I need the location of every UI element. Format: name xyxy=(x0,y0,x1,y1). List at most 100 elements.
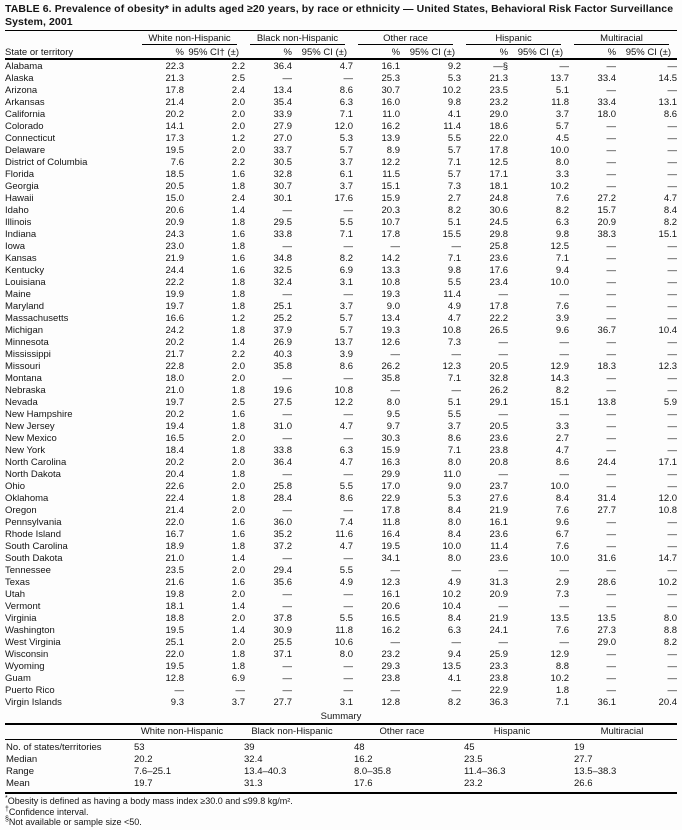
pct-value: 9.0 xyxy=(386,300,401,312)
ci-value: 2.0 xyxy=(231,372,245,384)
summary-value: 19 xyxy=(574,742,585,753)
ci-value: — xyxy=(667,468,678,480)
ci-value: 5.5 xyxy=(339,612,354,624)
state-cell: Pennsylvania xyxy=(5,516,62,528)
state-cell: Missouri xyxy=(5,360,41,372)
pct-value: 23.4 xyxy=(489,276,509,288)
pct-value: — xyxy=(606,84,617,96)
pct-value: 13.4 xyxy=(381,312,401,324)
pct-value: 19.5 xyxy=(165,144,185,156)
ci-value: — xyxy=(667,660,678,672)
ci-value: 8.4 xyxy=(447,504,462,516)
pct-value: — xyxy=(606,60,617,72)
ci-value: — xyxy=(343,672,354,684)
pct-value: 18.4 xyxy=(165,444,185,456)
ci-value: 10.0 xyxy=(550,552,570,564)
table-row: Pennsylvania 22.0 1.6 36.0 7.4 11.8 8.0 16.1 9.6… xyxy=(5,517,677,529)
pct-value: 18.9 xyxy=(165,540,185,552)
pct-value: 19.7 xyxy=(165,396,185,408)
pct-value: 21.9 xyxy=(489,504,509,516)
pct-value: — xyxy=(282,240,293,252)
summary-value: 7.6–25.1 xyxy=(134,766,171,777)
pct-value: 19.6 xyxy=(273,384,293,396)
pct-value: 30.7 xyxy=(273,180,293,192)
pct-value: 19.7 xyxy=(165,300,185,312)
pct-value: 12.5 xyxy=(489,156,509,168)
ci-value: 1.8 xyxy=(231,300,245,312)
pct-value: — xyxy=(606,528,617,540)
pct-value: 11.5 xyxy=(382,168,401,180)
ci-value: 8.4 xyxy=(447,528,462,540)
ci-value: — xyxy=(667,384,678,396)
ci-value: 1.6 xyxy=(231,576,245,588)
pct-value: 31.4 xyxy=(597,492,617,504)
pct-value: 35.4 xyxy=(273,96,293,108)
table-row: Michigan 24.2 1.8 37.9 5.7 19.3 10.8 26.5 9.6 36.… xyxy=(5,325,677,337)
pct-value: — xyxy=(606,132,617,144)
table-row: Idaho 20.6 1.4 — — 20.3 8.2 30.6 8.2 15.7 8.4 xyxy=(5,205,677,217)
pct-value: 20.2 xyxy=(165,408,185,420)
ci-value: 1.6 xyxy=(231,168,245,180)
pct-value: — xyxy=(498,636,509,648)
ci-value: — xyxy=(667,348,678,360)
ci-value: 8.4 xyxy=(555,492,570,504)
ci-value: 1.8 xyxy=(231,216,245,228)
table-row: Oregon 21.4 2.0 — — 17.8 8.4 21.9 7.6 27.7 10.8 xyxy=(5,505,677,517)
summary-value: 8.0–35.8 xyxy=(354,766,391,777)
ci-value: 8.2 xyxy=(447,696,462,708)
pct-value: 26.9 xyxy=(273,336,293,348)
state-cell: Idaho xyxy=(5,204,29,216)
pct-value: 31.0 xyxy=(273,420,293,432)
summary-value: 23.2 xyxy=(464,778,483,789)
state-cell: Delaware xyxy=(5,144,46,156)
pct-value: 21.3 xyxy=(489,72,509,84)
pct-value: 16.1 xyxy=(381,60,401,72)
ci-value: 10.4 xyxy=(658,324,678,336)
pct-value: 25.8 xyxy=(273,480,293,492)
pct-value: 23.3 xyxy=(489,660,509,672)
ci-value: 1.8 xyxy=(231,468,245,480)
pct-value: 27.2 xyxy=(597,192,617,204)
summary-column-header: Other race xyxy=(347,723,457,740)
pct-value: 33.7 xyxy=(273,144,293,156)
state-cell: Minnesota xyxy=(5,336,49,348)
ci-value: 2.0 xyxy=(231,480,245,492)
ci-value: 8.0 xyxy=(447,456,462,468)
table-row: Missouri 22.8 2.0 35.8 8.6 26.2 12.3 20.5 12.9 18… xyxy=(5,361,677,373)
pct-value: — xyxy=(606,336,617,348)
pct-value: — xyxy=(282,432,293,444)
summary-column-header: Multiracial xyxy=(567,723,677,740)
ci-value: — xyxy=(667,240,678,252)
table-row: Maine 19.9 1.8 — — 19.3 11.4 — — — — xyxy=(5,289,677,301)
ci-value: — xyxy=(667,300,678,312)
state-cell: Arizona xyxy=(5,84,38,96)
pct-value: 27.6 xyxy=(489,492,509,504)
state-cell: Texas xyxy=(5,576,30,588)
ci-value: 9.6 xyxy=(555,324,570,336)
pct-value: 22.0 xyxy=(165,648,185,660)
ci-value: — xyxy=(667,156,678,168)
ci-value: 13.5 xyxy=(550,612,570,624)
pct-value: — xyxy=(390,384,401,396)
ci-value: 1.4 xyxy=(231,204,245,216)
state-cell: Puerto Rico xyxy=(5,684,55,696)
summary-column-header: White non-Hispanic xyxy=(127,723,237,740)
pct-value: 23.6 xyxy=(489,432,509,444)
pct-value: 25.9 xyxy=(489,648,509,660)
table-row: Indiana 24.3 1.6 33.8 7.1 17.8 15.5 29.8 9.8 38.3… xyxy=(5,229,677,241)
group-label: White non-Hispanic xyxy=(142,33,237,45)
state-cell: Virgin Islands xyxy=(5,696,62,708)
ci-value: 5.3 xyxy=(339,132,354,144)
ci-value: — xyxy=(667,516,678,528)
ci-value: 7.1 xyxy=(447,372,462,384)
pct-value: — xyxy=(606,300,617,312)
pct-value: 20.6 xyxy=(381,600,401,612)
ci-value: 7.1 xyxy=(447,444,462,456)
pct-value: 13.8 xyxy=(597,396,617,408)
pct-value: 35.8 xyxy=(381,372,401,384)
summary-value: 19.7 xyxy=(134,778,153,789)
ci-value: 7.6 xyxy=(555,504,570,516)
ci-value: 2.0 xyxy=(231,504,245,516)
ci-value: 1.8 xyxy=(555,684,570,696)
ci-value: 8.8 xyxy=(663,624,678,636)
